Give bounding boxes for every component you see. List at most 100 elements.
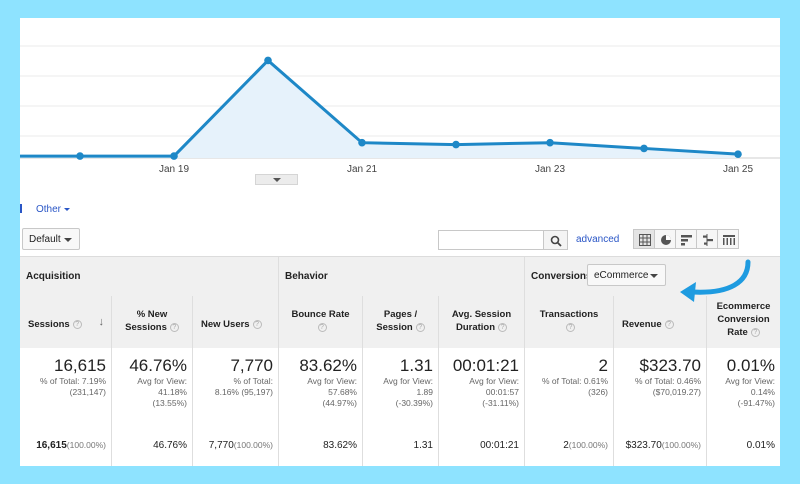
data-point-jan-18[interactable] [76, 152, 84, 160]
col-transactions-label: Transactions [539, 309, 599, 320]
pie-view-button[interactable] [654, 229, 676, 249]
table-column-header: Sessions? ↓ % New Sessions? New Users? Bou… [20, 296, 780, 349]
data-point-jan-24[interactable] [640, 144, 648, 153]
summary-revenue: $323.70% of Total: 0.46% ($70,019.27) [614, 348, 707, 426]
col-conversion-rate[interactable]: Ecommerce Conversion Rate? [707, 296, 780, 348]
col-bounce-rate-label: Bounce Rate [291, 309, 350, 320]
col-pages-session-label-2: Session [376, 322, 413, 333]
bar-view-button[interactable] [675, 229, 697, 249]
summary-note: % of Total: 7.19% [40, 376, 106, 386]
chart-collapse-handle[interactable] [255, 174, 298, 185]
advanced-filter-link[interactable]: advanced [576, 234, 620, 245]
total-avg-duration: 00:01:21 [439, 426, 525, 466]
col-revenue-label: Revenue [622, 319, 662, 330]
total-percent: (100.00%) [661, 440, 701, 450]
data-point-jan-22[interactable] [452, 140, 460, 149]
col-avg-duration-label-1: Avg. Session [451, 309, 512, 320]
help-icon[interactable]: ? [566, 322, 575, 332]
annotation-arrow-icon [680, 259, 751, 302]
table-view-button[interactable] [633, 229, 655, 249]
view-switcher [633, 229, 739, 249]
col-conv-rate-label-3: Rate [727, 327, 748, 338]
help-icon[interactable]: ? [415, 322, 425, 332]
tab-other-label: Other [36, 204, 62, 215]
bar-icon [681, 235, 692, 246]
segment-dropdown[interactable]: Default [22, 228, 80, 250]
col-new-users-label: New Users [201, 319, 250, 330]
conversions-dropdown[interactable]: eCommerce [587, 264, 666, 286]
help-icon[interactable]: ? [72, 319, 82, 329]
summary-conversion-rate: 0.01% Avg for View: 0.14% (-91.47%) [707, 348, 780, 426]
col-avg-duration[interactable]: Avg. Session Duration? [439, 296, 525, 348]
col-new-sessions-label-1: % New [136, 309, 168, 320]
data-point-jan-21[interactable] [358, 138, 366, 147]
summary-note: Avg for View: [307, 376, 357, 386]
total-bounce-rate: 83.62% [279, 426, 363, 466]
summary-note: 41.18% [158, 387, 187, 397]
summary-note: Avg for View: [725, 376, 775, 386]
total-pages-session: 1.31 [363, 426, 439, 466]
summary-note: (-30.39%) [395, 398, 433, 408]
total-percent: (100.00%) [568, 440, 608, 450]
col-new-users[interactable]: New Users? [193, 296, 279, 348]
summary-note: 00:01:57 [485, 387, 519, 397]
segment-dropdown-label: Default [29, 234, 61, 245]
total-value: 16,615 [36, 440, 67, 451]
total-percent: (100.00%) [233, 440, 273, 450]
summary-row: 16,615% of Total: 7.19% (231,147) 46.76% A… [20, 348, 780, 427]
summary-note: (326) [588, 387, 608, 397]
help-icon[interactable]: ? [169, 322, 179, 332]
summary-note: (231,147) [69, 387, 106, 397]
pie-icon [661, 235, 671, 245]
summary-note: % of Total: 0.61% [542, 376, 608, 386]
chevron-down-icon [650, 274, 658, 278]
chevron-down-icon [64, 207, 71, 211]
pivot-view-button[interactable] [717, 229, 739, 249]
help-icon[interactable]: ? [498, 322, 508, 332]
summary-value: 16,615 [54, 356, 106, 375]
col-bounce-rate[interactable]: Bounce Rate? [279, 296, 363, 348]
summary-note: (-91.47%) [737, 398, 775, 408]
total-new-sessions: 46.76% [112, 426, 193, 466]
summary-note: 8.16% (95,197) [214, 387, 273, 397]
x-tick-label: Jan 21 [347, 164, 377, 175]
data-point-jan-25[interactable] [734, 150, 742, 158]
x-tick-label: Jan 25 [723, 164, 753, 175]
summary-note: ($70,019.27) [652, 387, 701, 397]
search-button[interactable] [544, 230, 568, 250]
summary-value: $323.70 [639, 356, 701, 375]
help-icon[interactable]: ? [252, 319, 262, 329]
col-new-sessions[interactable]: % New Sessions? [112, 296, 193, 348]
tab-other[interactable]: Other [36, 204, 71, 215]
summary-value: 0.01% [726, 356, 775, 375]
summary-note: Avg for View: [137, 376, 187, 386]
col-revenue[interactable]: Revenue? [614, 296, 707, 348]
comparison-view-button[interactable] [696, 229, 718, 249]
summary-note: % of Total: 0.46% [635, 376, 701, 386]
help-icon[interactable]: ? [664, 319, 674, 329]
summary-transactions: 2% of Total: 0.61% (326) [525, 348, 614, 426]
summary-value: 83.62% [299, 356, 357, 375]
help-icon[interactable]: ? [750, 327, 760, 337]
table-icon [639, 234, 651, 246]
col-transactions[interactable]: Transactions? [525, 296, 614, 348]
col-pages-session[interactable]: Pages / Session? [363, 296, 439, 348]
data-point-jan-20[interactable] [264, 56, 272, 65]
data-point-jan-19[interactable] [170, 152, 178, 160]
summary-note: Avg for View: [383, 376, 433, 386]
pivot-icon [723, 235, 735, 245]
summary-new-sessions: 46.76% Avg for View: 41.18% (13.55%) [112, 348, 193, 426]
comparison-icon [703, 234, 713, 246]
data-point-jan-23[interactable] [546, 138, 554, 147]
chart-area [20, 60, 738, 158]
search-input[interactable] [438, 230, 544, 250]
totals-row: 16,615(100.00%) 46.76% 7,770(100.00%) 83… [20, 426, 780, 466]
summary-note: (44.97%) [322, 398, 358, 408]
col-pages-session-label-1: Pages / [383, 309, 418, 320]
summary-note: (13.55%) [152, 398, 188, 408]
col-conv-rate-label-2: Conversion [717, 314, 770, 325]
total-transactions: 2(100.00%) [525, 426, 614, 466]
help-icon[interactable]: ? [317, 322, 327, 332]
sort-arrow-icon[interactable]: ↓ [98, 316, 105, 328]
col-sessions[interactable]: Sessions? ↓ [20, 296, 112, 348]
